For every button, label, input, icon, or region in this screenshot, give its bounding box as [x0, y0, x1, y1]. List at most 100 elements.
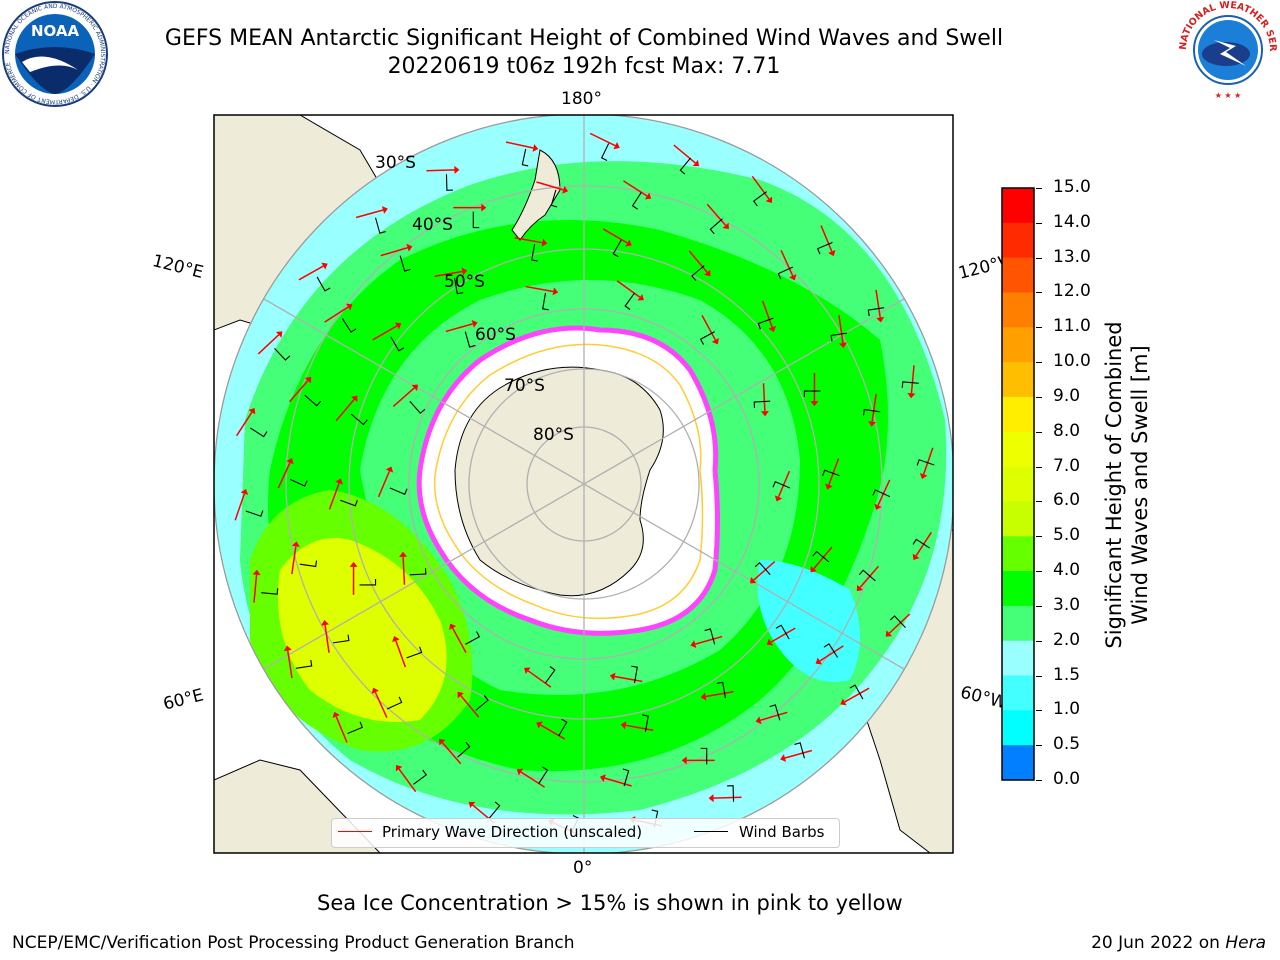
wave-arrow-head	[471, 320, 478, 328]
wave-arrow	[505, 141, 534, 149]
wind-barb	[679, 157, 692, 175]
lon-label-180: 180°	[561, 89, 602, 109]
colorbar-tick-mark	[1036, 571, 1042, 573]
wind-barb	[700, 747, 708, 765]
wave-arrow-head	[704, 269, 711, 277]
wind-barb	[550, 189, 558, 208]
colorbar-tick-label: 14.0	[1053, 211, 1091, 232]
wave-arrow	[374, 691, 388, 719]
wave-arrow	[761, 300, 773, 328]
wave-arrow-head	[291, 541, 300, 547]
wave-arrow	[287, 650, 293, 679]
colorbar-band	[1002, 466, 1034, 502]
wave-arrow	[445, 323, 473, 333]
wave-arrow-head	[765, 196, 773, 203]
wave-arrow-head	[766, 638, 774, 646]
wave-arrow-head	[321, 262, 328, 270]
colorbar-tick-mark	[1036, 466, 1042, 468]
colorbar-band	[1002, 501, 1034, 537]
wave-arrow-head	[768, 325, 776, 332]
wave-arrow-head	[637, 293, 644, 301]
wave-arrow-head	[774, 495, 783, 502]
wind-barb	[812, 550, 830, 563]
wind-barb	[465, 631, 481, 645]
wave-arrow	[877, 479, 891, 506]
colorbar-band	[1002, 188, 1034, 224]
wave-arrow	[780, 249, 794, 277]
colorbar-tick-label: 1.0	[1053, 699, 1081, 720]
wave-arrow	[875, 289, 881, 318]
wave-arrow-head	[536, 721, 543, 729]
colorbar-tick-label: 2.0	[1053, 629, 1081, 650]
colorbar-tick-mark	[1036, 675, 1042, 677]
colorbar-tick-mark	[1036, 327, 1042, 329]
wind-barb	[359, 578, 377, 586]
wave-arrow	[298, 265, 324, 281]
wave-arrow	[540, 724, 566, 740]
wind-barb	[716, 681, 727, 699]
wave-arrow-head	[381, 206, 388, 214]
wind-barb	[445, 174, 453, 191]
wave-arrow-head	[876, 316, 885, 323]
wave-arrow-head	[562, 186, 569, 194]
wave-arrow-head	[351, 395, 358, 402]
colorbar-tick-label: 4.0	[1053, 560, 1081, 581]
lat-label-40: 40°S	[412, 215, 453, 235]
wave-arrow-head	[461, 267, 468, 276]
wave-arrow	[514, 237, 543, 244]
colorbar-band	[1002, 431, 1034, 468]
svg-text:★ ★ ★: ★ ★ ★	[1215, 91, 1242, 100]
wave-arrow	[527, 670, 552, 688]
wind-barb	[754, 561, 771, 576]
wave-arrow	[625, 724, 654, 731]
wave-arrow-head	[625, 239, 632, 247]
wave-arrow-head	[449, 623, 457, 630]
colorbar-band	[1002, 745, 1034, 781]
wave-arrow	[395, 640, 407, 668]
new-zealand-land	[511, 149, 561, 241]
wave-arrow-head	[760, 411, 769, 417]
date-stamp: 20 Jun 2022 on Hera	[1091, 933, 1266, 953]
wind-barb	[777, 266, 794, 280]
colorbar-band	[1002, 675, 1034, 711]
wind-barb	[245, 510, 264, 517]
wave-arrow	[751, 175, 770, 200]
colorbar-tick-mark	[1036, 780, 1042, 781]
wind-barb	[612, 239, 622, 258]
colorbar-tick-label: 11.0	[1053, 316, 1091, 337]
lat-label-50: 50°S	[444, 272, 485, 292]
wind-barb	[457, 741, 471, 758]
wave-arrow	[838, 315, 844, 344]
svg-text:NOAA: NOAA	[31, 22, 80, 40]
colorbar-tick-mark	[1036, 501, 1042, 503]
wave-arrow	[277, 462, 291, 489]
wind-barb	[332, 634, 350, 644]
wave-arrow	[257, 334, 280, 355]
legend-wave-swatch	[338, 831, 372, 832]
colorbar-tick-mark	[1036, 396, 1042, 398]
graticule	[214, 115, 953, 853]
wind-barb	[341, 318, 357, 333]
wave-arrow	[328, 482, 340, 510]
wind-barb	[901, 381, 919, 388]
wave-arrow-head	[394, 322, 402, 330]
wave-arrow	[392, 387, 415, 408]
wave-arrow	[753, 560, 776, 581]
colorbar-band	[1002, 571, 1034, 607]
wind-barb	[772, 481, 791, 489]
wind-barb	[867, 307, 885, 317]
wind-barb	[350, 413, 368, 426]
wind-barb	[631, 192, 642, 210]
wave-arrow-head	[346, 303, 353, 311]
wind-barb	[542, 292, 549, 311]
wave-arrow-head	[286, 458, 294, 465]
wave-arrow	[695, 635, 723, 645]
wave-arrow-head	[690, 640, 697, 648]
wave-arrow-head	[825, 483, 833, 490]
wave-arrow	[451, 627, 467, 654]
wave-arrow	[398, 768, 417, 793]
wind-barb	[757, 317, 774, 330]
wind-barb	[274, 347, 291, 361]
colorbar-tick-label: 1.5	[1053, 664, 1081, 685]
